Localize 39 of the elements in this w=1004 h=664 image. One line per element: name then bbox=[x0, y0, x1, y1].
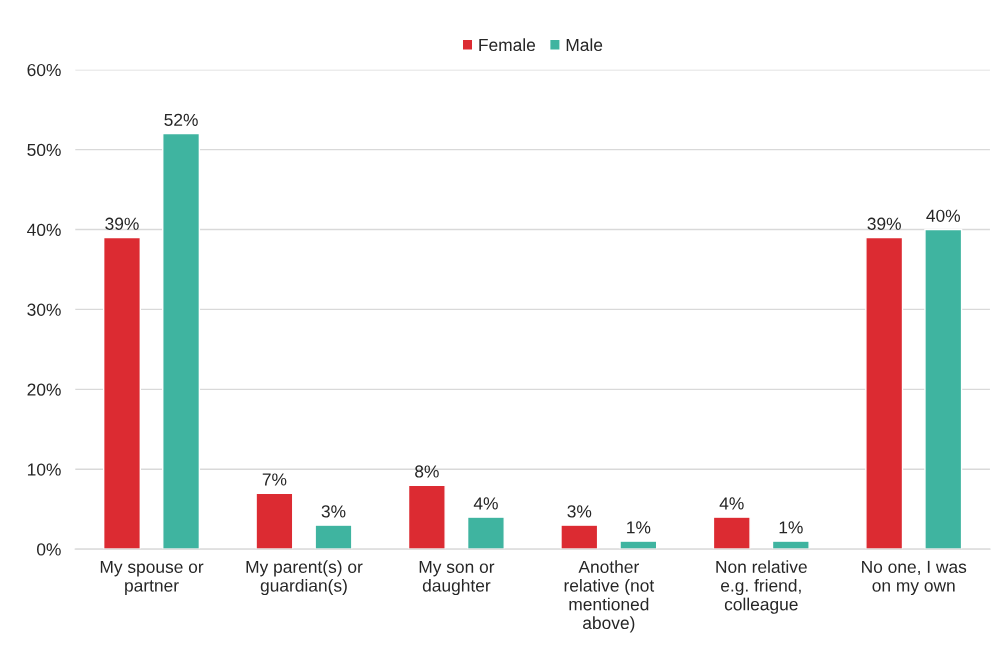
bar bbox=[924, 228, 963, 550]
legend-label: Male bbox=[566, 38, 603, 52]
data-label: 4% bbox=[473, 497, 498, 510]
y-tick-label: 30% bbox=[27, 303, 61, 316]
x-tick-label: My son or daughter bbox=[419, 560, 495, 596]
data-label: 39% bbox=[867, 217, 901, 230]
data-label: 3% bbox=[567, 505, 592, 518]
bar bbox=[102, 236, 141, 550]
data-label: 8% bbox=[415, 465, 439, 478]
y-tick-label: 0% bbox=[37, 543, 61, 556]
bar bbox=[712, 516, 751, 550]
bar bbox=[771, 540, 810, 550]
bar bbox=[466, 516, 505, 550]
data-label: 52% bbox=[164, 113, 198, 127]
legend-label: Female bbox=[479, 38, 536, 52]
data-label: 7% bbox=[262, 473, 287, 486]
x-tick-label: Another relative (not mentioned above) bbox=[564, 560, 655, 633]
data-label: 4% bbox=[719, 497, 744, 510]
data-label: 40% bbox=[926, 209, 961, 222]
bar bbox=[619, 540, 658, 550]
data-label: 39% bbox=[105, 217, 139, 230]
bar bbox=[407, 484, 446, 550]
bar bbox=[865, 236, 904, 550]
x-tick-label: No one, I was on my own bbox=[862, 560, 967, 596]
x-tick-label: Non relative e.g. friend, colleague bbox=[716, 560, 807, 614]
data-label: 1% bbox=[779, 521, 803, 534]
bar bbox=[560, 524, 599, 550]
data-label: 3% bbox=[321, 505, 346, 518]
y-tick-label: 20% bbox=[27, 383, 61, 396]
y-tick-label: 50% bbox=[27, 143, 61, 157]
y-tick-label: 40% bbox=[27, 223, 61, 236]
x-tick-label: My parent(s) or guardian(s) bbox=[246, 560, 363, 596]
y-tick-label: 10% bbox=[27, 463, 61, 476]
data-label: 1% bbox=[627, 521, 651, 534]
bar bbox=[314, 524, 353, 550]
bar bbox=[255, 492, 294, 550]
x-tick-label: My spouse or partner bbox=[100, 560, 204, 596]
bar bbox=[162, 132, 201, 550]
y-tick-label: 60% bbox=[27, 63, 61, 77]
